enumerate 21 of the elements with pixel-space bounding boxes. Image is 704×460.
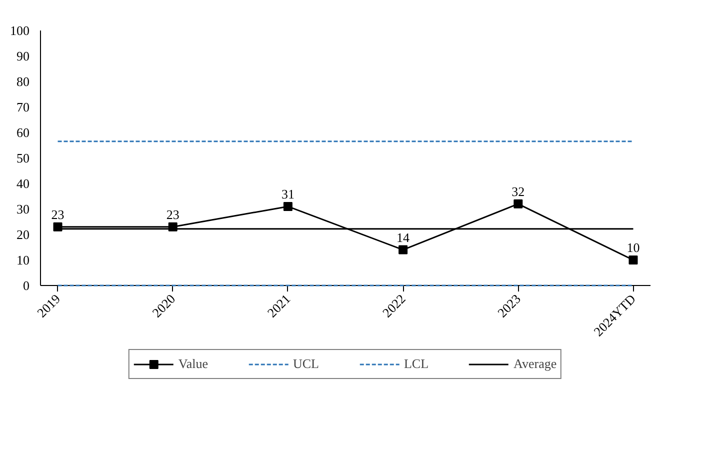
legend-label: Value [178,356,208,372]
y-tick-label: 10 [16,252,30,268]
y-tick-label: 60 [16,125,30,140]
data-label: 10 [626,240,640,255]
y-tick-label: 70 [16,100,30,114]
y-tick-label: 30 [16,202,30,216]
y-tick-label: 0 [23,278,30,293]
y-tick-label: 50 [16,150,30,166]
data-label: 14 [396,230,410,245]
data-label: 23 [51,206,64,222]
y-tick-label: 80 [16,74,30,89]
y-tick-label: 100 [10,23,30,38]
data-label: 23 [166,206,180,222]
y-tick-label: 20 [16,227,30,242]
y-tick-label: 40 [16,176,30,191]
data-label: 32 [512,184,525,199]
legend-label: Average [514,356,557,372]
legend-label: LCL [404,356,429,372]
legend-label: UCL [292,356,319,372]
y-tick-label: 90 [16,48,30,64]
data-label: 31 [281,186,294,202]
